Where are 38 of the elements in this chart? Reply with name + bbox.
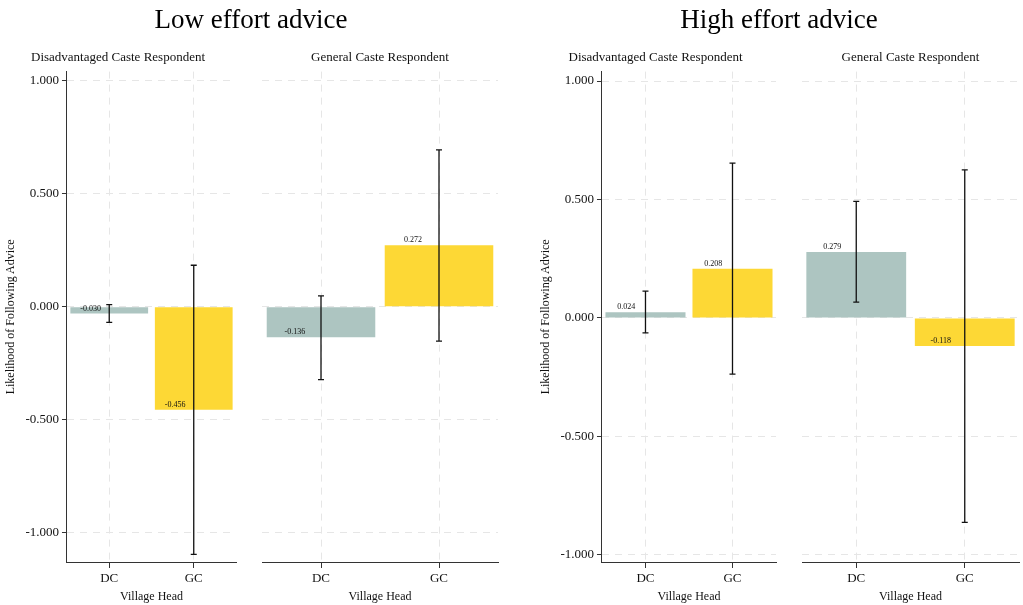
x-tick-label: GC (429, 570, 449, 586)
x-tick-label: DC (636, 570, 655, 586)
chart-subtitle: General Caste Respondent (311, 49, 450, 65)
data-label: -0.136 (284, 327, 306, 337)
y-tick-label: 0.000 (29, 298, 59, 314)
x-axis-title: Village Head (657, 588, 721, 603)
x-tick-label: GC (723, 570, 742, 586)
data-label: -0.456 (164, 399, 186, 409)
chart-subtitle: Disadvantaged Caste Respondent (568, 49, 743, 65)
data-label: 0.279 (823, 241, 842, 251)
y-tick-label: -0.500 (560, 427, 594, 443)
y-axis-title: Likelihood of Following Advice (538, 239, 553, 395)
data-label: -0.030 (80, 303, 101, 313)
y-tick-label: -1.000 (25, 524, 59, 540)
y-tick-label: 1.000 (564, 72, 594, 88)
data-label: -0.118 (930, 336, 951, 346)
y-axis-title: Likelihood of Following Advice (3, 239, 18, 395)
y-tick-label: 0.000 (564, 309, 594, 325)
y-tick-label: 0.500 (564, 190, 594, 206)
y-tick-label: 0.500 (29, 185, 59, 201)
y-tick-label: -1.000 (560, 546, 594, 562)
data-label: 0.208 (704, 258, 723, 268)
x-axis-title: Village Head (120, 588, 183, 603)
x-axis-title: Village Head (348, 588, 412, 603)
x-tick-label: DC (847, 570, 866, 586)
chart-title: High effort advice (679, 4, 879, 35)
chart-subtitle: General Caste Respondent (841, 49, 980, 65)
data-label: 0.024 (617, 302, 636, 312)
chart-subtitle: Disadvantaged Caste Respondent (30, 49, 206, 65)
x-tick-label: GC (184, 570, 203, 586)
data-label: 0.272 (403, 235, 422, 245)
y-tick-label: 1.000 (29, 72, 59, 88)
x-tick-label: DC (100, 570, 119, 586)
x-tick-label: GC (955, 570, 974, 586)
y-tick-label: -0.500 (25, 411, 59, 427)
x-tick-label: DC (311, 570, 331, 586)
x-axis-title: Village Head (879, 588, 942, 603)
chart-title: Low effort advice (153, 4, 349, 35)
